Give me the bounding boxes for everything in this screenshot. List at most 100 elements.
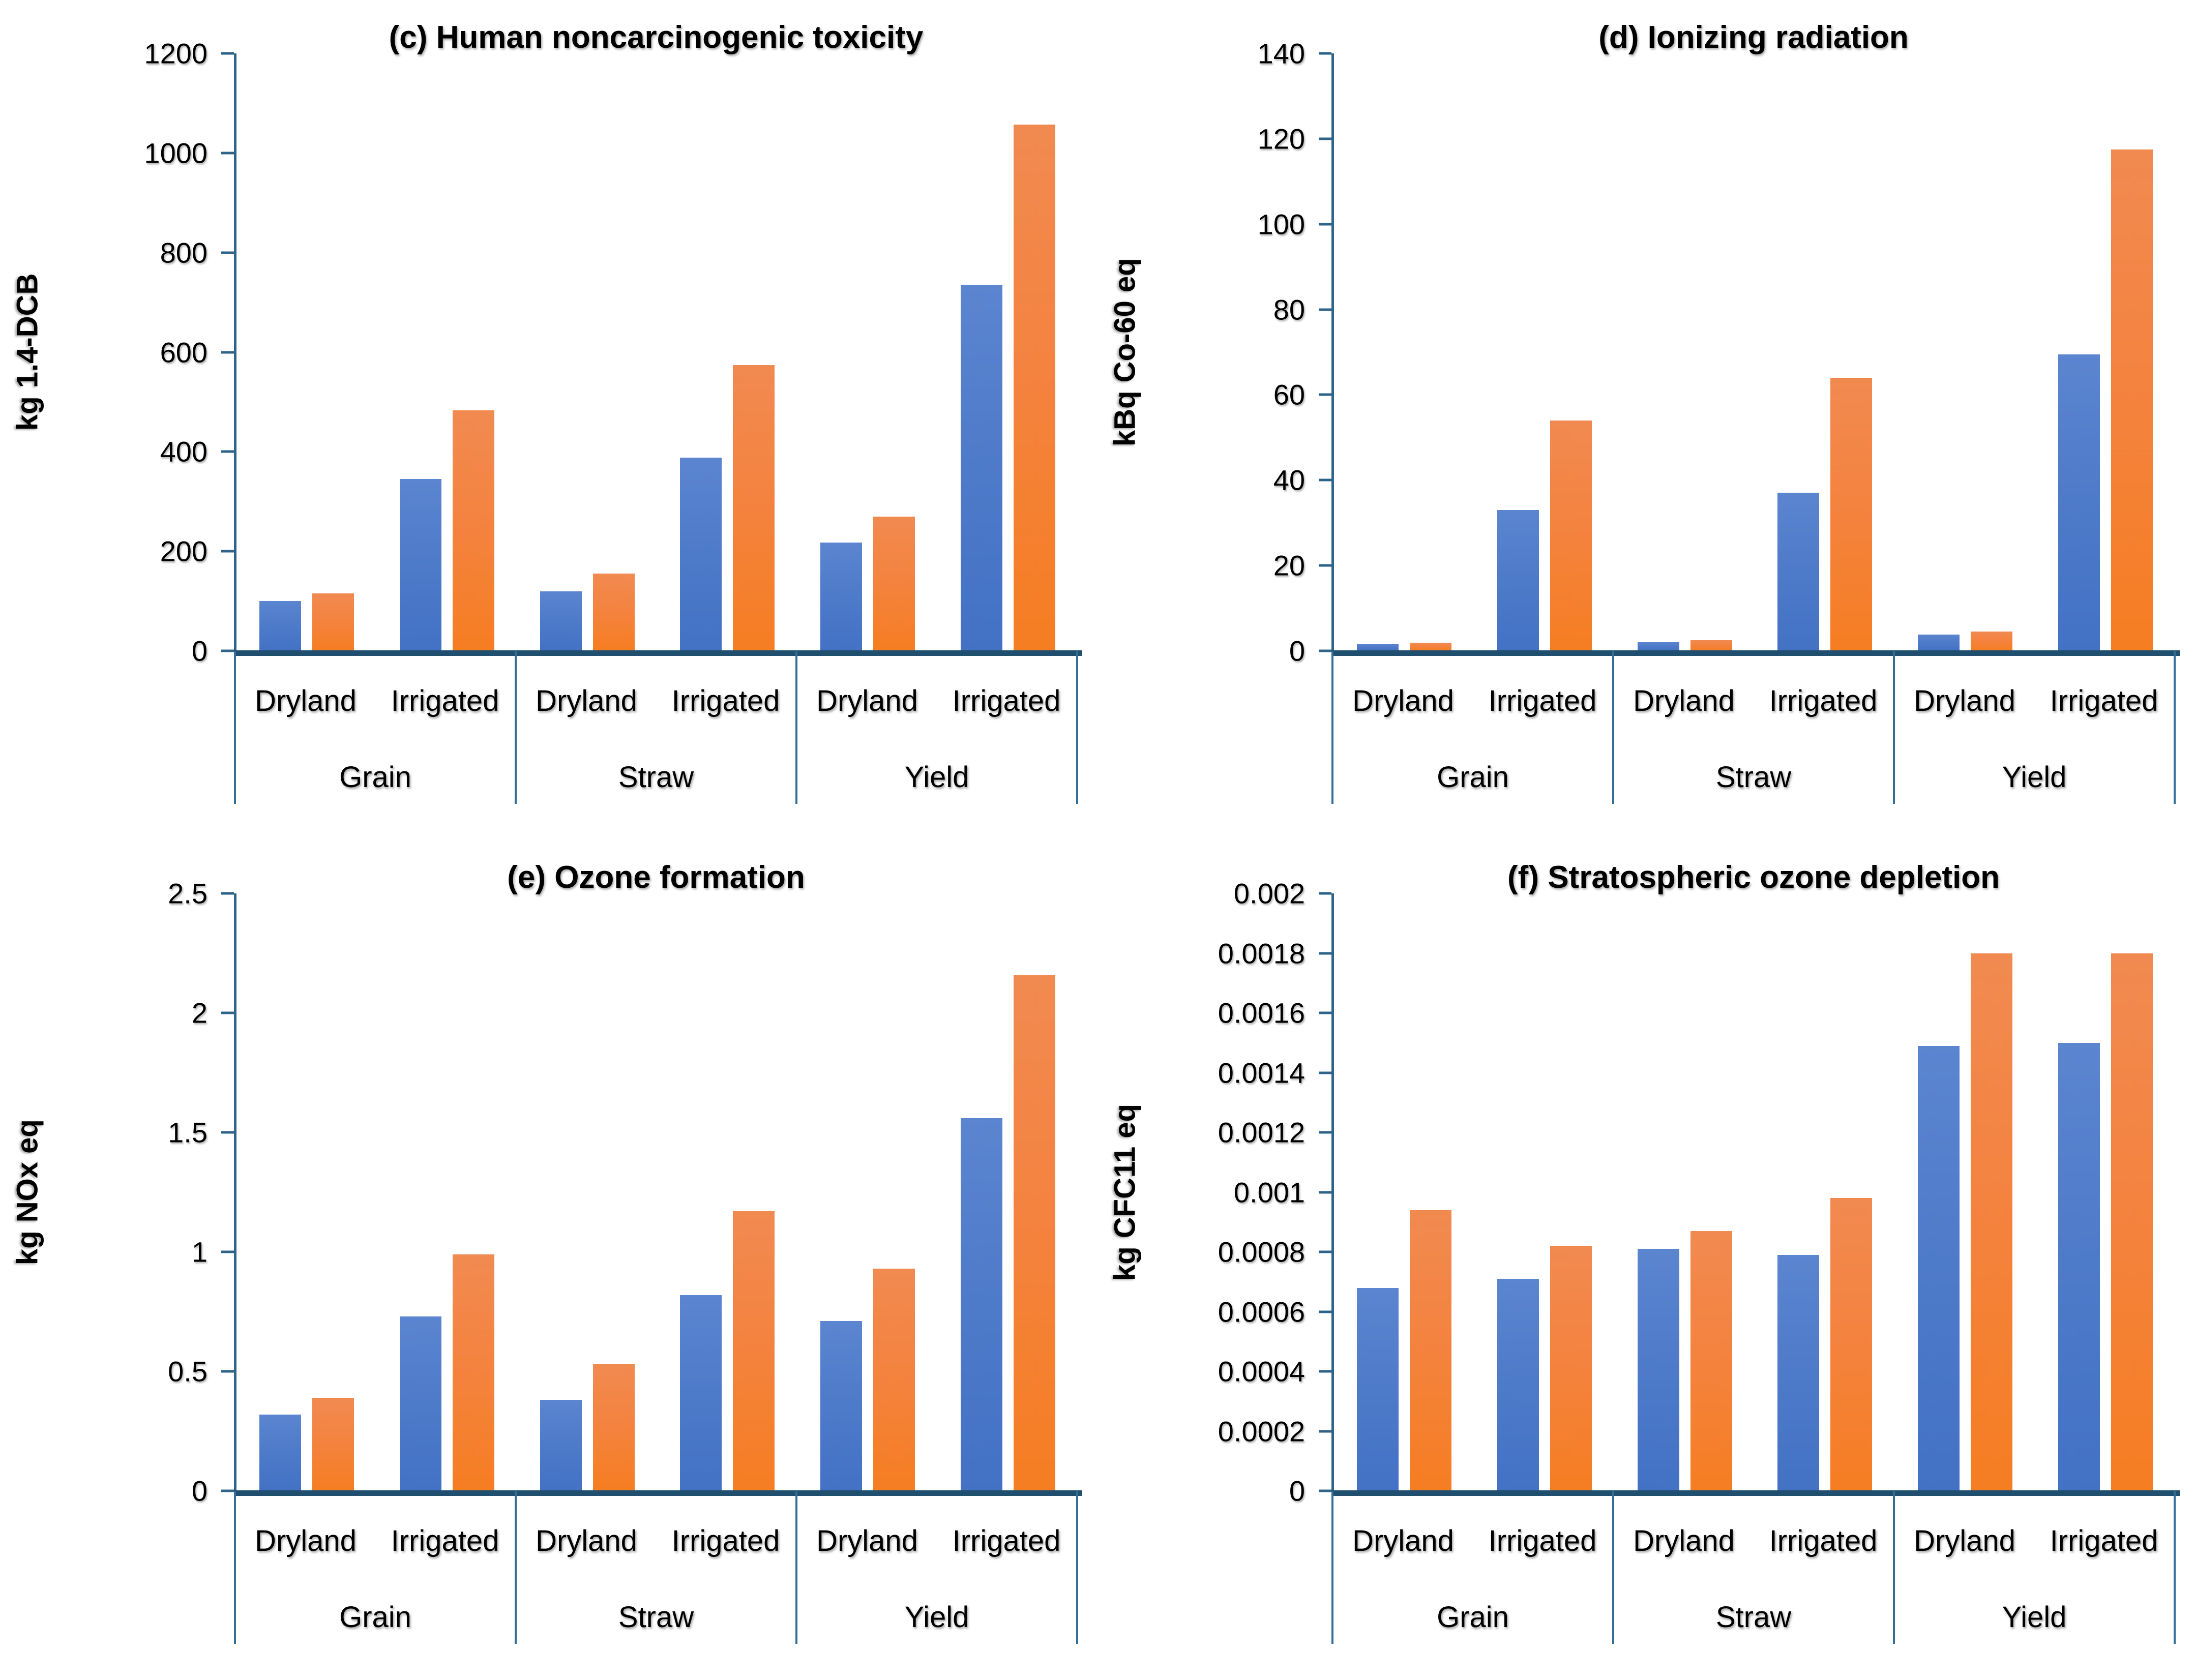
subcategory-label: Irrigated	[671, 684, 780, 717]
blue-bar	[259, 1414, 301, 1491]
orange-bar	[312, 593, 354, 651]
blue-bar	[820, 1321, 863, 1491]
blue-bar	[1777, 1254, 1820, 1491]
bar-cell-yield-dryland	[1895, 53, 2035, 651]
panel-e: (e) Ozone formation kg NOx eq 0 0.5 1 1.5 2 2…	[0, 840, 1098, 1680]
bar-cell-yield-irrigated	[938, 893, 1078, 1491]
category-group-yield: Dryland Irrigated Yield	[795, 1491, 1078, 1644]
y-tick-label: 60	[1273, 378, 1305, 411]
y-tick-mark	[1319, 478, 1331, 482]
subcategory-label: Dryland	[816, 1524, 918, 1557]
bar-group-straw	[517, 893, 798, 1491]
blue-bar	[1497, 510, 1539, 651]
plot-area	[1319, 52, 2180, 656]
category-label: Straw	[1715, 761, 1792, 794]
bar-group-yield	[1895, 893, 2176, 1491]
category-label: Yield	[2002, 1601, 2067, 1634]
blue-bar	[259, 601, 301, 651]
y-tick-label: 1	[191, 1236, 207, 1268]
subcategory-label: Dryland	[255, 1524, 357, 1557]
subcategory-row: Dryland Irrigated	[1333, 1491, 1612, 1591]
category-label: Grain	[339, 761, 411, 794]
category-group-yield: Dryland Irrigated Yield	[1893, 1491, 2176, 1644]
orange-bar	[312, 1397, 354, 1491]
panel-f: (f) Stratospheric ozone depletion kg CFC…	[1098, 840, 2195, 1680]
orange-bar	[452, 410, 494, 651]
blue-bar	[820, 542, 863, 651]
subcategory-label: Irrigated	[391, 1524, 499, 1557]
category-axis: Dryland Irrigated Grain Dryland Irrigated Str…	[1331, 1491, 2176, 1644]
category-group-grain: Dryland Irrigated Grain	[234, 651, 515, 804]
y-tick-mark	[221, 351, 234, 353]
subcategory-label: Dryland	[1914, 684, 2015, 717]
bar-group-yield	[797, 893, 1078, 1491]
panel-d: (d) Ionizing radiation kBq Co-60 eq 0 20 4…	[1098, 0, 2195, 840]
bar-cell-grain-dryland	[1334, 53, 1474, 651]
y-tick-mark	[1319, 52, 1331, 55]
blue-bar	[2058, 1042, 2100, 1491]
subcategory-label: Irrigated	[1488, 1524, 1597, 1557]
y-tick-mark	[221, 1250, 234, 1253]
y-tick-mark	[1319, 393, 1331, 396]
y-tick-mark	[1319, 223, 1331, 226]
y-tick-label: 0.0004	[1218, 1355, 1305, 1388]
category-label: Grain	[339, 1601, 411, 1634]
y-axis-tick-labels: 0 0.5 1 1.5 2 2.5	[0, 878, 207, 1507]
bar-cell-straw-irrigated	[1755, 53, 1895, 651]
blue-bar	[540, 591, 582, 651]
category-axis: Dryland Irrigated Grain Dryland Irrigated Str…	[234, 651, 1078, 804]
bar-cell-grain-irrigated	[377, 893, 517, 1491]
bar-cell-grain-irrigated	[1474, 53, 1615, 651]
orange-bar	[452, 1254, 494, 1491]
orange-bar	[1830, 1198, 1873, 1491]
plot-area	[221, 52, 1082, 656]
chart-title: (e) Ozone formation	[507, 860, 805, 895]
y-tick-mark	[1319, 1430, 1331, 1432]
category-group-grain: Dryland Irrigated Grain	[1331, 651, 1612, 804]
bar-group-yield	[797, 53, 1078, 651]
subcategory-row: Dryland Irrigated	[517, 651, 795, 751]
orange-bar	[873, 516, 915, 651]
y-tick-label: 0.0006	[1218, 1296, 1305, 1328]
orange-bar	[1550, 1246, 1592, 1491]
subcategory-row: Dryland Irrigated	[236, 651, 515, 751]
category-label: Grain	[1437, 1601, 1509, 1634]
bar-group-grain	[236, 53, 517, 651]
y-tick-label: 2	[191, 997, 207, 1029]
subcategory-label: Irrigated	[2050, 1524, 2158, 1557]
orange-bar	[1971, 632, 2013, 651]
orange-bar	[1550, 420, 1592, 651]
bar-cell-yield-dryland	[797, 893, 938, 1491]
y-tick-mark	[1319, 1191, 1331, 1193]
subcategory-label: Irrigated	[2050, 684, 2158, 717]
bar-cell-yield-dryland	[797, 53, 938, 651]
category-label: Yield	[2002, 761, 2067, 794]
bar-group-straw	[517, 53, 798, 651]
bar-cell-straw-irrigated	[658, 893, 798, 1491]
x-axis-line	[234, 650, 1082, 656]
blue-bar	[680, 458, 722, 651]
x-axis-line	[1331, 1490, 2180, 1496]
y-tick-mark	[221, 1011, 234, 1014]
blue-bar	[399, 479, 441, 651]
bar-group-yield	[1895, 53, 2176, 651]
subcategory-label: Irrigated	[952, 1524, 1061, 1557]
chart-title: (d) Ionizing radiation	[1598, 20, 1909, 55]
y-tick-mark	[221, 450, 234, 453]
orange-bar	[1690, 1231, 1732, 1491]
y-tick-label: 600	[160, 336, 207, 368]
blue-bar	[1497, 1278, 1539, 1491]
y-tick-mark	[221, 649, 234, 652]
blue-bar	[961, 285, 1003, 651]
y-tick-mark	[1319, 1370, 1331, 1373]
bars-container	[236, 893, 1078, 1491]
y-tick-mark	[1319, 1131, 1331, 1134]
y-tick-mark	[1319, 1489, 1331, 1492]
category-group-straw: Dryland Irrigated Straw	[1612, 1491, 1893, 1644]
plot-area	[1319, 892, 2180, 1496]
bars-container	[1334, 53, 2176, 651]
category-label: Straw	[618, 1601, 694, 1634]
y-tick-label: 800	[160, 236, 207, 269]
